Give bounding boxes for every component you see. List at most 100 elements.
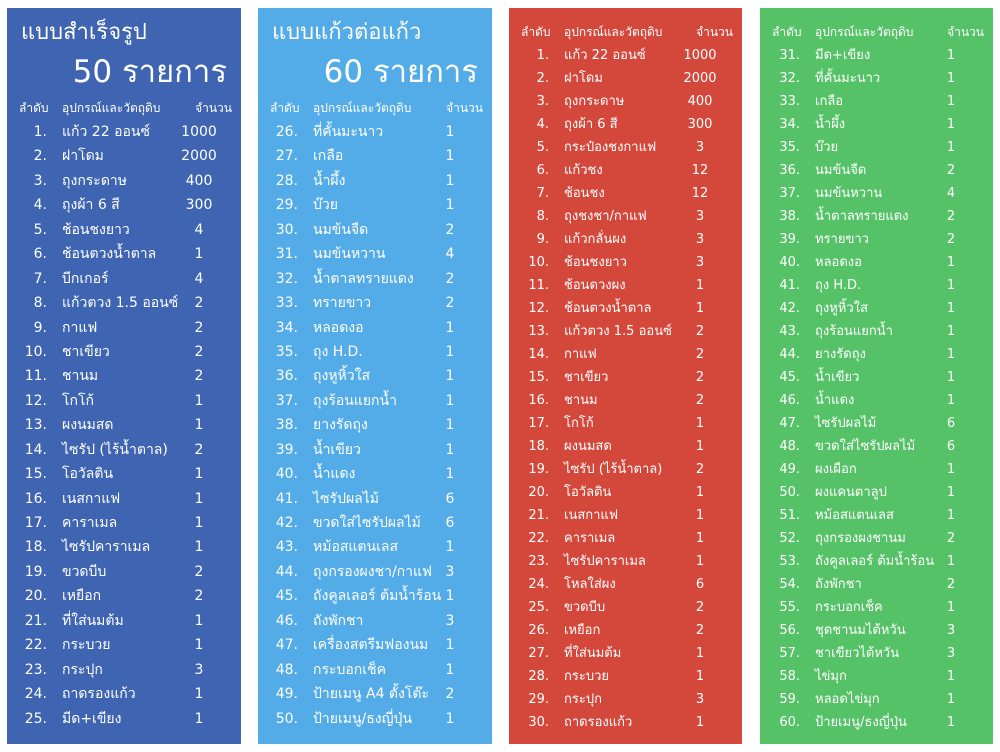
- item-number: 50.: [275, 710, 298, 727]
- header-no: ลำดับ: [270, 101, 300, 115]
- item-qty: 2: [695, 370, 705, 385]
- item-qty: 400: [687, 94, 713, 109]
- item-name: ไข่มุก: [815, 669, 847, 684]
- item-number: 48.: [275, 661, 298, 678]
- item-qty: 4: [946, 186, 956, 201]
- item-qty: 1: [194, 612, 204, 629]
- list-item: 10. ชาเขียว 2: [7, 340, 241, 364]
- list-item: 43. ถุงร้อนแยกน้ำ 1: [760, 320, 993, 343]
- item-number: 8.: [536, 209, 549, 224]
- item-number: 34.: [779, 117, 800, 132]
- item-qty: 1: [695, 416, 705, 431]
- item-qty: 12: [691, 186, 709, 201]
- item-qty: 400: [185, 172, 213, 189]
- item-number: 51.: [779, 508, 800, 523]
- item-number: 44.: [275, 563, 298, 580]
- item-qty: 1: [445, 661, 455, 678]
- list-item: 42. ถุงหูหิ้วใส 1: [760, 297, 993, 320]
- list-item: 52. ถุงกรองผงชานม 2: [760, 527, 993, 550]
- list-item: 11. ชานม 2: [7, 364, 241, 388]
- list-item: 1. แก้ว 22 ออนซ์ 1000: [7, 120, 241, 144]
- item-name: กระป๋องชงกาแฟ: [564, 140, 657, 155]
- item-number: 38.: [779, 209, 800, 224]
- list-item: 4. ถุงผ้า 6 สี 300: [509, 113, 742, 136]
- item-name: กระปุก: [62, 661, 103, 678]
- item-name: ถาดรองแก้ว: [564, 715, 633, 730]
- item-qty: 3: [946, 623, 956, 638]
- item-number: 31.: [275, 246, 298, 263]
- list-item: 33. ทรายขาว 2: [258, 291, 492, 315]
- item-name: หม้อสแตนเลส: [815, 508, 894, 523]
- item-number: 30.: [275, 221, 298, 238]
- item-name: โอวัลติน: [62, 466, 114, 483]
- item-name: เนสกาแฟ: [564, 508, 619, 523]
- item-number: 17.: [528, 416, 549, 431]
- item-number: 45.: [275, 588, 298, 605]
- item-number: 2.: [33, 148, 47, 165]
- item-qty: 1: [445, 148, 455, 165]
- item-name: ถุงหูหิ้วใส: [815, 301, 868, 316]
- list-item: 22. กระบวย 1: [7, 633, 241, 657]
- item-name: แก้ว 22 ออนซ์: [62, 124, 150, 140]
- item-qty: 6: [695, 577, 705, 592]
- item-name: น้ำตาลทรายแดง: [815, 209, 909, 224]
- list-item: 16. เนสกาแฟ 1: [7, 487, 241, 511]
- item-name: ถุงกรองผงชา/กาแฟ: [313, 563, 432, 580]
- item-qty: 1: [445, 172, 455, 189]
- item-qty: 2: [946, 531, 956, 546]
- item-number: 52.: [779, 531, 800, 546]
- item-qty: 1: [946, 347, 956, 362]
- item-name: ชานม: [564, 393, 598, 408]
- item-qty: 1: [946, 600, 956, 615]
- item-qty: 3: [946, 646, 956, 661]
- item-number: 24.: [24, 686, 47, 703]
- list-item: 17. โกโก้ 1: [509, 412, 742, 435]
- item-number: 28.: [528, 669, 549, 684]
- item-qty: 2: [946, 577, 956, 592]
- item-qty: 1: [445, 124, 455, 140]
- item-name: เกลือ: [313, 148, 344, 165]
- item-qty: 6: [445, 490, 455, 507]
- item-number: 19.: [528, 462, 549, 477]
- item-name: น้ำแดง: [313, 466, 356, 483]
- item-qty: 1: [946, 301, 956, 316]
- item-name: ถุง H.D.: [815, 278, 862, 293]
- list-item: 15. ชาเขียว 2: [509, 366, 742, 389]
- list-item: 40. หลอดงอ 1: [760, 251, 993, 274]
- item-qty: 1: [194, 637, 204, 654]
- item-name: ถุงร้อนแยกน้ำ: [815, 324, 893, 339]
- list-item: 60. ป้ายเมนู/ธงญี่ปุ่น 1: [760, 711, 993, 734]
- item-qty: 6: [445, 515, 455, 531]
- item-number: 15.: [528, 370, 549, 385]
- item-qty: 6: [946, 416, 956, 431]
- item-qty: 1: [445, 588, 455, 605]
- header-item: อุปกรณ์และวัตถุดิบ: [815, 25, 914, 39]
- item-number: 56.: [779, 623, 800, 638]
- item-number: 2.: [536, 71, 549, 86]
- item-name: โหลใส่ผง: [564, 577, 616, 592]
- list-item: 20. โอวัลติน 1: [509, 481, 742, 504]
- item-number: 43.: [779, 324, 800, 339]
- item-qty: 1: [946, 485, 956, 500]
- item-qty: 2000: [683, 71, 717, 86]
- item-number: 34.: [275, 319, 298, 336]
- header-item: อุปกรณ์และวัตถุดิบ: [62, 101, 161, 115]
- item-qty: 2: [194, 343, 204, 360]
- list-item: 15. โอวัลติน 1: [7, 462, 241, 486]
- list-item: 1. แก้ว 22 ออนซ์ 1000: [509, 44, 742, 67]
- item-number: 59.: [779, 692, 800, 707]
- item-qty: 1: [946, 278, 956, 293]
- list-item: 49. ป้ายเมนู A4 ตั้งโต๊ะ 2: [258, 682, 492, 706]
- item-qty: 1: [695, 554, 705, 569]
- item-number: 20.: [528, 485, 549, 500]
- item-qty: 2: [695, 324, 705, 339]
- item-number: 32.: [779, 71, 800, 86]
- item-number: 35.: [779, 140, 800, 155]
- item-name: ถุง H.D.: [313, 343, 363, 360]
- item-name: ถังคูลเลอร์ ต้มน้ำร้อน: [313, 588, 442, 605]
- list-item: 5. กระป๋องชงกาแฟ 3: [509, 136, 742, 159]
- item-number: 11.: [528, 278, 549, 293]
- list-item: 7. ช้อนชง 12: [509, 182, 742, 205]
- item-name: ไซรัปคาราเมล: [62, 539, 151, 556]
- list-item: 3. ถุงกระดาษ 400: [7, 169, 241, 193]
